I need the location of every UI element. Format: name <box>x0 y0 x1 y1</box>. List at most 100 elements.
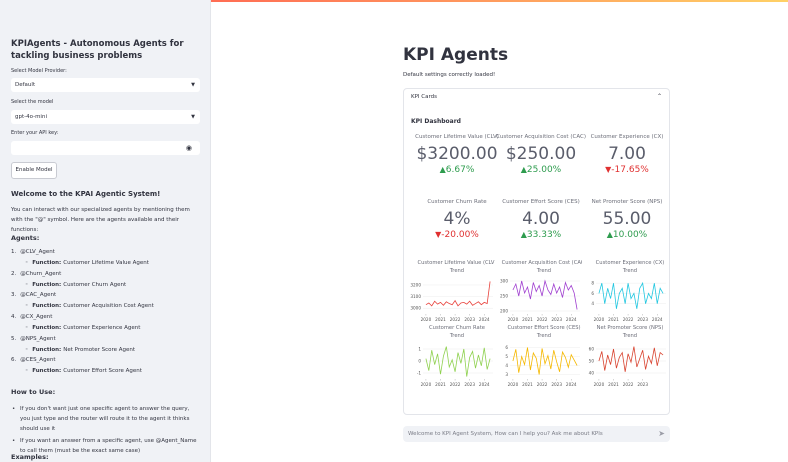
chat-input[interactable]: Welcome to KPI Agent System, How can I h… <box>403 426 670 442</box>
trend-chart: Customer Acquisition Cost (CAC)Trend2002… <box>500 260 582 322</box>
x-tick-label: 2021 <box>435 317 446 322</box>
agent-name: 5. @NPS_Agent <box>11 336 56 342</box>
y-tick-label: 50 <box>589 359 595 364</box>
page-title: KPI Agents <box>403 45 509 65</box>
list-number: 4. <box>11 314 17 321</box>
agent-item: 1. @CLV_Agent ◦ Function: Customer Lifetime … <box>11 249 201 271</box>
function-label: Function: <box>32 303 62 310</box>
card-label: Customer Churn Rate <box>427 199 487 205</box>
bullet: ◦ <box>25 303 29 310</box>
chart-title: Trend <box>449 333 464 339</box>
function-label: Function: <box>32 260 62 266</box>
function-text: Customer Experience Agent <box>63 325 141 332</box>
list-number: 2. <box>11 270 17 277</box>
list-number: 5. <box>11 335 17 342</box>
x-tick-label: 2023 <box>551 317 562 322</box>
y-tick-label: 3000 <box>410 306 421 311</box>
top-decoration <box>0 0 788 2</box>
y-tick-label: 1 <box>418 347 421 352</box>
trend-line <box>425 346 491 377</box>
how-list: • If you don't want just one specific age… <box>11 404 201 458</box>
x-tick-label: 2024 <box>652 317 663 322</box>
function-text: Customer Lifetime Value Agent <box>63 260 149 266</box>
send-icon[interactable]: ➤ <box>658 429 665 438</box>
function-text: Net Promoter Score Agent <box>63 346 136 353</box>
card-label: Customer Acquisition Cost (CAC) <box>496 134 586 140</box>
y-tick-label: 200 <box>500 309 508 314</box>
x-tick-label: 2023 <box>551 382 562 387</box>
label: Enter your API key: <box>11 130 59 136</box>
function-label: Function: <box>32 325 62 332</box>
enable-button[interactable]: Enable Model <box>11 162 57 179</box>
agent-function: ◦ Function: Customer Experience Agent <box>25 325 140 331</box>
delta-arrow: ▲ <box>520 165 527 174</box>
agent-list: 1. @CLV_Agent ◦ Function: Customer Lifetime … <box>11 249 201 379</box>
card-label: Net Promoter Score (NPS) <box>591 199 663 205</box>
trend-chart: Customer Churn Rate Trend -1 0 1 2020 2021 2022… <box>417 325 493 387</box>
x-tick-label: 2024 <box>479 317 490 322</box>
eye-icon[interactable]: ◉ <box>185 144 192 152</box>
trend-chart: Customer Lifetime Value (CLV) Trend 3000 31… <box>410 260 496 322</box>
chat-placeholder: Welcome to KPI Agent System, How can I h… <box>408 431 603 437</box>
y-tick-label: 60 <box>589 347 595 352</box>
y-tick-label: 5 <box>505 354 508 359</box>
y-tick-label: 3200 <box>410 282 421 287</box>
agent-function: ◦ Function: Customer Churn Agent <box>25 282 126 288</box>
function-label: Function: <box>32 281 62 288</box>
select-value: gpt-4o-mini <box>15 114 47 120</box>
chart-title: Customer Acquisition Cost (CAC) <box>502 260 582 266</box>
y-tick-label: -1 <box>417 371 422 376</box>
x-tick-label: 2021 <box>522 317 533 322</box>
how-item: • If you don't want just one specific age… <box>11 404 201 434</box>
x-tick-label: 2022 <box>450 382 461 387</box>
chevron: ▼ <box>191 82 195 88</box>
bullet: • <box>12 438 16 444</box>
agent-function: ◦ Function: Customer Effort Score Agent <box>25 368 142 374</box>
agent-function: ◦ Function: Customer Acquisition Cost Agen… <box>25 303 154 309</box>
delta-arrow: ▲ <box>439 165 446 174</box>
y-tick-label: 300 <box>500 279 508 284</box>
y-tick-label: 6 <box>591 291 594 296</box>
card-value: $250.00 <box>505 144 577 164</box>
delta-arrow: ▼ <box>605 165 612 174</box>
heading: How to Use: <box>11 388 56 396</box>
delta-text: 25.00% <box>526 165 562 175</box>
x-tick-label: 2023 <box>637 382 648 387</box>
agent-name: 4. @CX_Agent <box>11 314 52 320</box>
card-label: Customer Lifetime Value (CLV) <box>415 134 499 140</box>
bullet: ◦ <box>25 368 29 375</box>
chart-title: Customer Churn Rate <box>429 325 485 331</box>
delta-text: 6.67% <box>445 165 475 175</box>
select[interactable]: gpt-4o-mini ▼ <box>11 110 200 124</box>
chart-title: Customer Experience (CX) <box>596 260 665 266</box>
card-value: 4.00 <box>522 209 560 229</box>
trend-line <box>598 346 664 372</box>
function-text: Customer Effort Score Agent <box>63 368 142 375</box>
x-tick-label: 2020 <box>421 317 432 322</box>
agent-function: ◦ Function: Customer Lifetime Value Agent <box>25 260 149 266</box>
agent-item: 3. @CAC_Agent ◦ Function: Customer Acquisiti… <box>11 292 201 314</box>
y-tick-label: 3 <box>505 372 508 377</box>
x-tick-label: 2021 <box>435 382 446 387</box>
agent-name-text: @CX_Agent <box>20 314 53 321</box>
card-delta: ▲25.00% <box>496 165 586 175</box>
caret[interactable]: ⌃ <box>656 93 662 100</box>
heading: Welcome to the KPAI Agentic System! <box>11 190 161 198</box>
api-key-input[interactable]: ◉ <box>11 141 200 155</box>
x-tick-label: 2022 <box>623 317 634 322</box>
agent-item: 5. @NPS_Agent ◦ Function: Net Promoter Score… <box>11 336 201 358</box>
list-number: 6. <box>11 357 17 364</box>
delta-text: -20.00% <box>441 230 479 240</box>
x-tick-label: 2023 <box>464 317 475 322</box>
trend-line <box>425 281 491 307</box>
agent-function: ◦ Function: Net Promoter Score Agent <box>25 347 135 353</box>
chart-title: Customer Lifetime Value (CLV) <box>418 260 496 266</box>
card-delta: ▲10.00% <box>582 230 672 240</box>
x-tick-label: 2020 <box>594 317 605 322</box>
delta-text: 33.33% <box>526 230 562 240</box>
trend-line <box>598 281 664 309</box>
select[interactable]: Default ▼ <box>11 78 200 92</box>
expander-label[interactable]: KPI Cards <box>411 94 438 100</box>
